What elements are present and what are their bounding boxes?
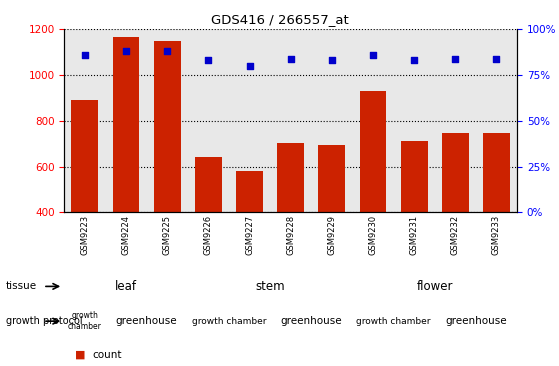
Text: growth protocol: growth protocol: [6, 316, 82, 326]
Bar: [154, 41, 181, 304]
Bar: [442, 133, 468, 304]
Text: growth chamber: growth chamber: [356, 317, 431, 326]
Text: GSM9229: GSM9229: [328, 215, 337, 255]
Text: growth chamber: growth chamber: [192, 317, 266, 326]
Text: ■: ■: [75, 350, 86, 360]
Text: GSM9231: GSM9231: [410, 215, 419, 255]
Text: GSM9233: GSM9233: [492, 215, 501, 255]
Text: tissue: tissue: [6, 281, 37, 291]
Text: greenhouse: greenhouse: [281, 316, 342, 326]
Text: growth
chamber: growth chamber: [68, 311, 102, 331]
Text: GSM9223: GSM9223: [80, 215, 89, 255]
Point: [368, 52, 377, 58]
Text: flower: flower: [416, 280, 453, 293]
Bar: [113, 37, 139, 304]
Text: GDS416 / 266557_at: GDS416 / 266557_at: [211, 13, 348, 26]
Bar: [319, 145, 345, 304]
Text: GSM9224: GSM9224: [121, 215, 131, 255]
Bar: [72, 100, 98, 304]
Point: [245, 63, 254, 69]
Bar: [401, 141, 428, 304]
Bar: [359, 91, 386, 304]
Point: [328, 57, 337, 63]
Bar: [483, 133, 510, 304]
Text: greenhouse: greenhouse: [445, 316, 506, 326]
Text: GSM9230: GSM9230: [368, 215, 377, 255]
Point: [163, 48, 172, 54]
Point: [286, 56, 295, 61]
Point: [121, 48, 130, 54]
Text: leaf: leaf: [115, 280, 137, 293]
Text: GSM9225: GSM9225: [163, 215, 172, 255]
Point: [410, 57, 419, 63]
Point: [451, 56, 460, 61]
Text: GSM9227: GSM9227: [245, 215, 254, 255]
Bar: [277, 142, 304, 304]
Point: [80, 52, 89, 58]
Text: stem: stem: [255, 280, 285, 293]
Text: GSM9232: GSM9232: [451, 215, 460, 255]
Text: GSM9228: GSM9228: [286, 215, 295, 255]
Text: GSM9226: GSM9226: [204, 215, 213, 255]
Text: count: count: [92, 350, 122, 360]
Bar: [195, 157, 222, 304]
Point: [492, 56, 501, 61]
Bar: [236, 171, 263, 304]
Text: greenhouse: greenhouse: [116, 316, 177, 326]
Point: [204, 57, 213, 63]
